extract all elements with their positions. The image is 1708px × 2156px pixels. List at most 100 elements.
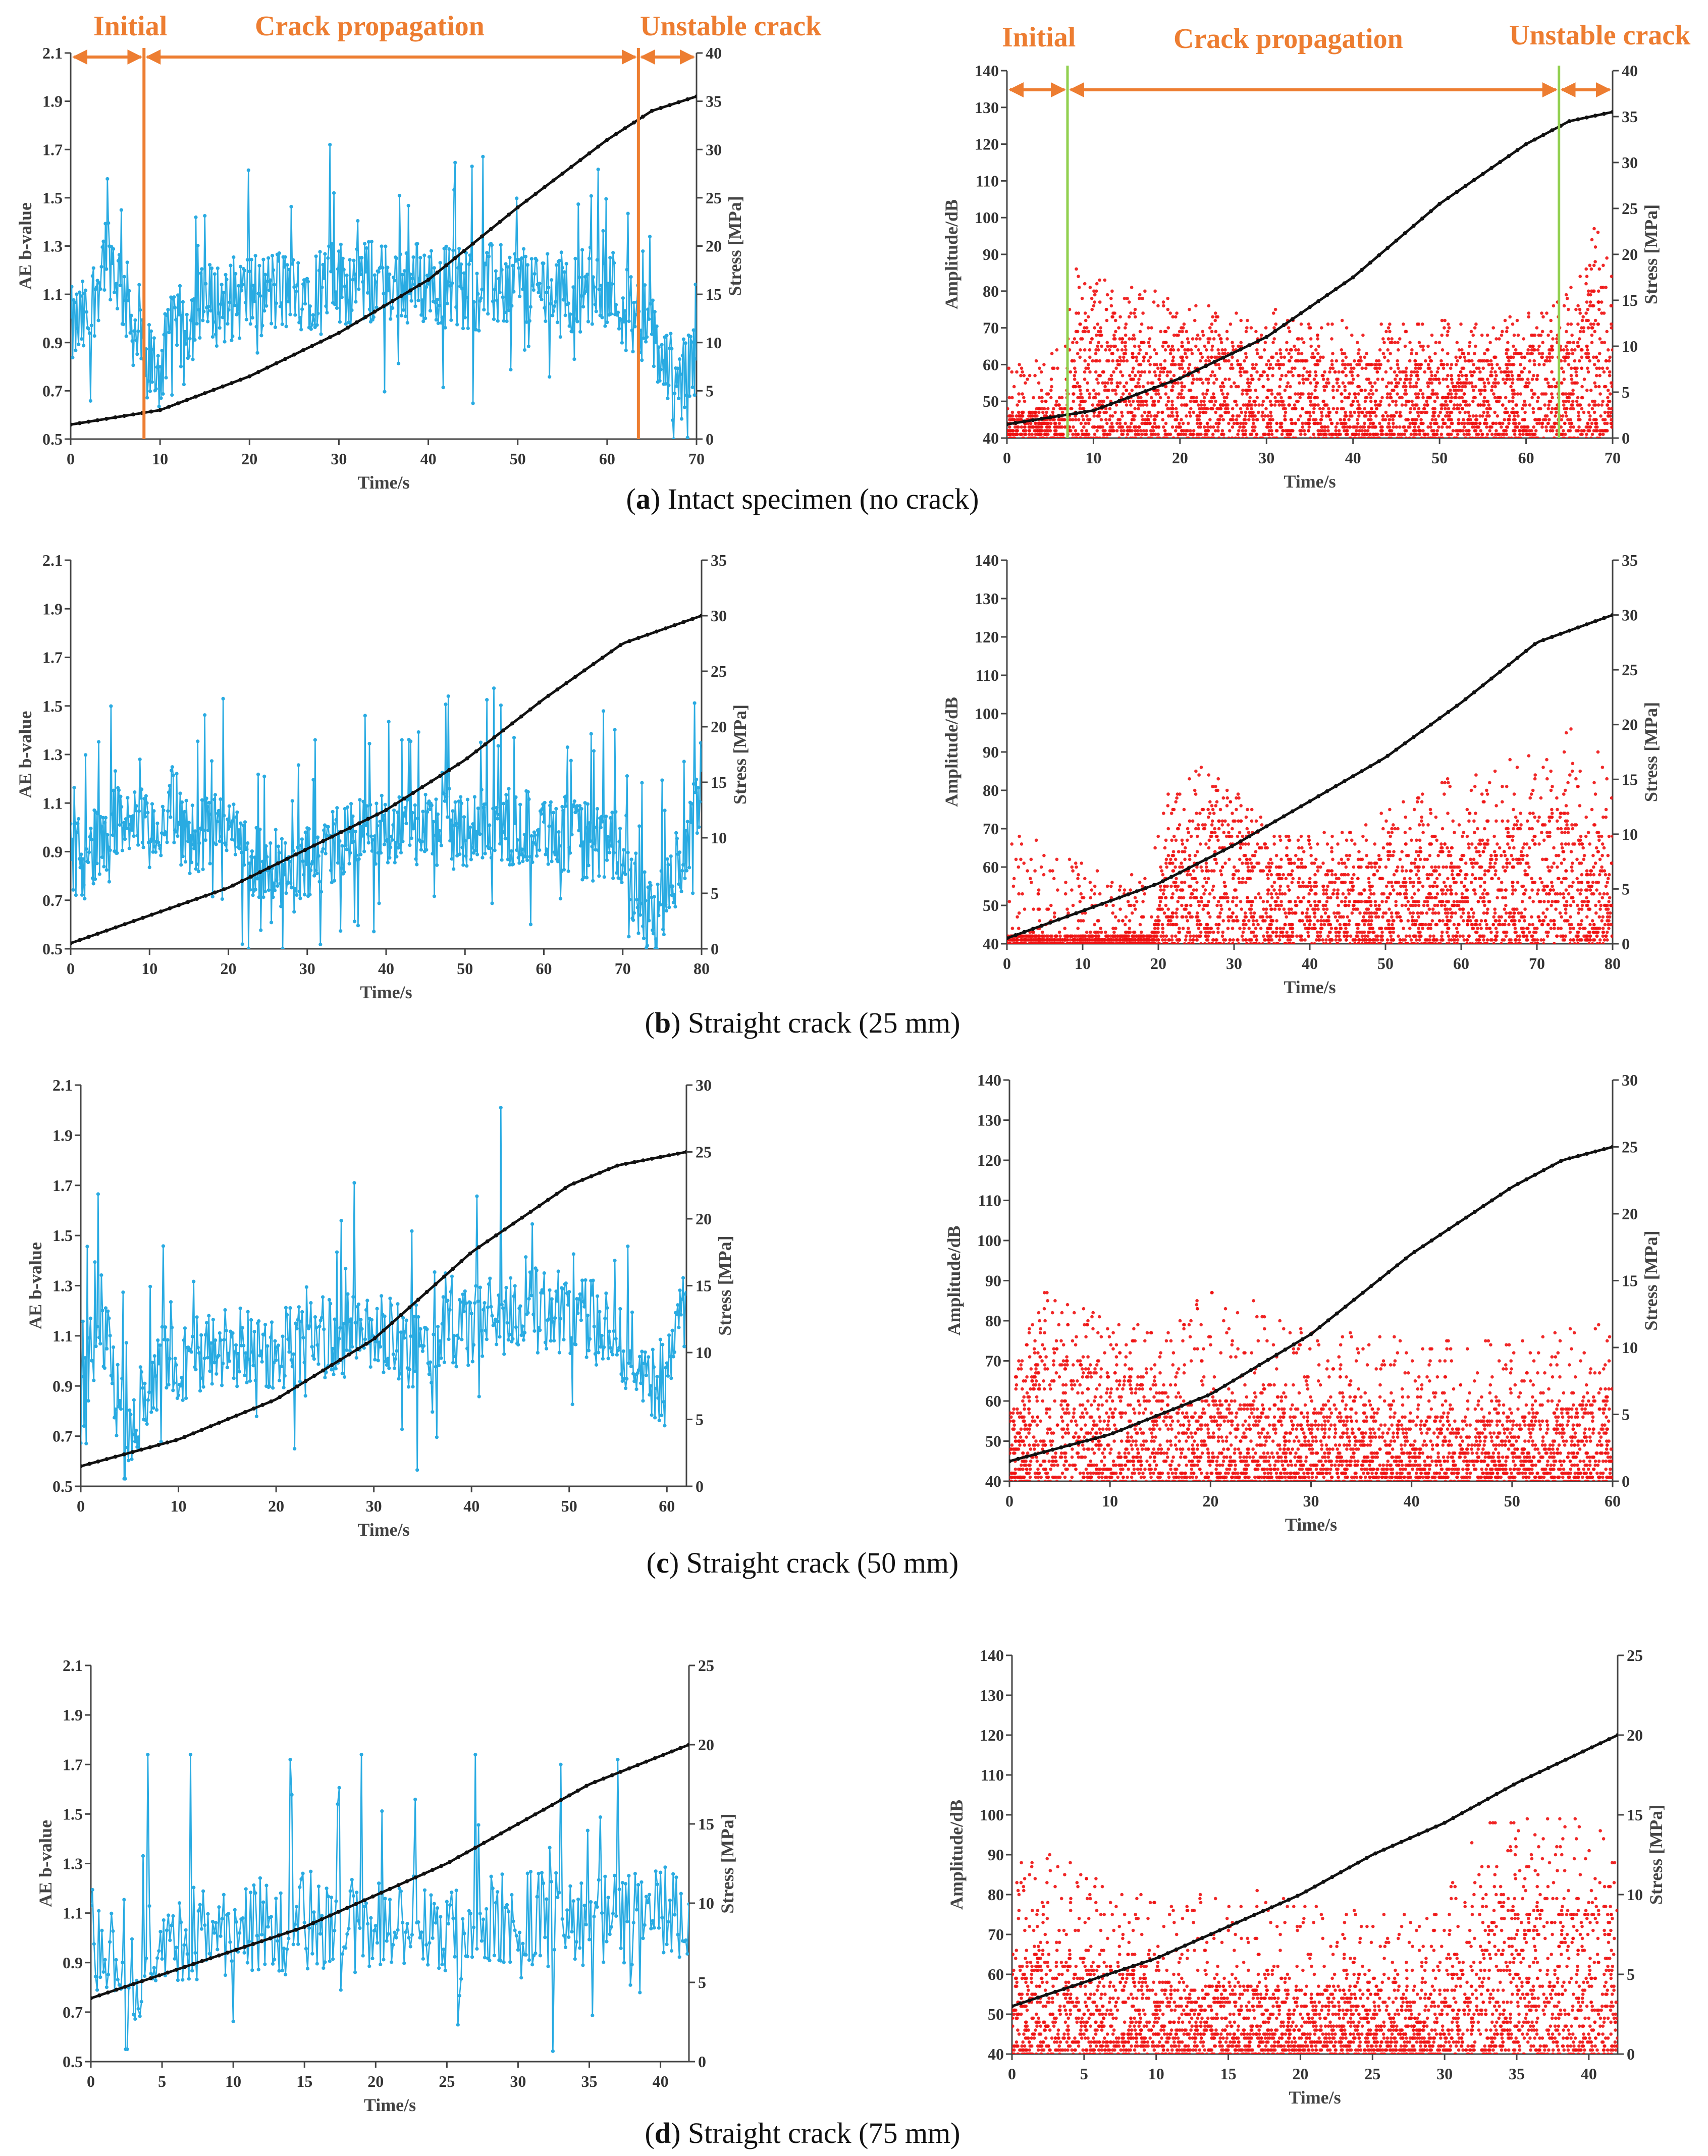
amplitude-point bbox=[1474, 344, 1477, 348]
bvalue-point bbox=[439, 321, 443, 325]
bvalue-point bbox=[461, 863, 465, 867]
amplitude-point bbox=[1548, 355, 1552, 359]
amplitude-point bbox=[1153, 348, 1156, 352]
bvalue-point bbox=[220, 834, 224, 838]
amplitude-point bbox=[1341, 359, 1345, 363]
amplitude-point bbox=[1321, 355, 1325, 359]
amplitude-point bbox=[1019, 433, 1023, 436]
amplitude-point bbox=[1563, 359, 1567, 363]
amplitude-point bbox=[1511, 381, 1514, 385]
amplitude-point bbox=[1115, 359, 1119, 363]
amplitude-point bbox=[1284, 410, 1288, 414]
amplitude-point bbox=[1437, 341, 1442, 344]
amplitude-point bbox=[1084, 366, 1088, 370]
bvalue-point bbox=[484, 262, 488, 266]
bvalue-point bbox=[456, 825, 460, 829]
bvalue-point bbox=[257, 895, 261, 899]
amplitude-point bbox=[1409, 378, 1412, 381]
amplitude-point bbox=[1162, 425, 1165, 429]
amplitude-point bbox=[1363, 407, 1366, 411]
bvalue-point bbox=[561, 298, 565, 302]
amplitude-point bbox=[1018, 363, 1021, 366]
amplitude-point bbox=[1078, 389, 1082, 392]
amplitude-point bbox=[1563, 421, 1567, 425]
stress-point bbox=[685, 97, 690, 101]
amplitude-point bbox=[1174, 407, 1178, 411]
bvalue-point bbox=[516, 855, 520, 860]
bvalue-point bbox=[369, 834, 373, 838]
amplitude-point bbox=[1241, 436, 1245, 438]
bvalue-point bbox=[350, 308, 354, 312]
amplitude-point bbox=[1143, 410, 1147, 414]
bvalue-point bbox=[416, 298, 420, 303]
bvalue-point bbox=[518, 294, 522, 298]
bvalue-point bbox=[485, 251, 489, 255]
amplitude-point bbox=[1426, 403, 1429, 407]
amplitude-point bbox=[1404, 373, 1408, 378]
amplitude-point bbox=[1086, 436, 1090, 438]
amplitude-point bbox=[1363, 429, 1367, 433]
bvalue-point bbox=[516, 257, 520, 261]
amplitude-point bbox=[1498, 366, 1502, 370]
bvalue-point bbox=[176, 293, 180, 297]
amplitude-point bbox=[1610, 385, 1613, 389]
amplitude-point bbox=[1468, 436, 1472, 438]
amplitude-point bbox=[1433, 433, 1436, 436]
amplitude-point bbox=[1454, 363, 1458, 366]
bvalue-point bbox=[553, 300, 558, 304]
bvalue-point bbox=[693, 283, 697, 287]
bvalue-point bbox=[375, 305, 379, 309]
stress-point bbox=[1007, 422, 1009, 426]
amplitude-point bbox=[1161, 300, 1165, 304]
bvalue-point bbox=[370, 849, 374, 853]
bvalue-point bbox=[253, 254, 257, 258]
amplitude-point bbox=[1401, 370, 1404, 374]
amplitude-point bbox=[1243, 414, 1247, 418]
amplitude-point bbox=[1547, 403, 1551, 407]
amplitude-point bbox=[1380, 378, 1384, 381]
amplitude-point bbox=[1178, 433, 1181, 436]
bvalue-point bbox=[420, 298, 424, 302]
amplitude-point bbox=[1405, 399, 1408, 403]
amplitude-point bbox=[1344, 355, 1348, 359]
bvalue-point bbox=[305, 277, 309, 281]
amplitude-point bbox=[1413, 370, 1416, 374]
amplitude-point bbox=[1041, 410, 1045, 414]
amplitude-point bbox=[1139, 429, 1143, 433]
amplitude-point bbox=[1377, 436, 1380, 438]
bvalue-point bbox=[240, 942, 244, 946]
amplitude-point bbox=[1130, 418, 1134, 421]
amplitude-point bbox=[1124, 341, 1127, 344]
amplitude-point bbox=[1104, 418, 1108, 421]
amplitude-point bbox=[1440, 333, 1444, 337]
bvalue-point bbox=[288, 859, 292, 864]
stress-point bbox=[471, 241, 475, 246]
bvalue-point bbox=[161, 804, 165, 808]
bvalue-point bbox=[606, 282, 610, 286]
amplitude-point bbox=[1150, 326, 1153, 330]
bvalue-point bbox=[279, 301, 283, 305]
amplitude-point bbox=[1076, 352, 1080, 355]
amplitude-point bbox=[1285, 385, 1289, 389]
amplitude-point bbox=[1214, 330, 1218, 334]
bvalue-point bbox=[424, 848, 429, 852]
amplitude-point bbox=[1498, 421, 1502, 425]
stress-point bbox=[1048, 415, 1052, 420]
amplitude-point bbox=[1386, 359, 1390, 363]
bvalue-point bbox=[232, 802, 236, 806]
amplitude-point bbox=[1095, 378, 1099, 381]
amplitude-point bbox=[1100, 344, 1103, 348]
amplitude-point bbox=[1365, 433, 1368, 436]
amplitude-point bbox=[1343, 414, 1347, 418]
bvalue-point bbox=[317, 880, 322, 884]
amplitude-point bbox=[1386, 381, 1391, 385]
amplitude-point bbox=[1325, 381, 1328, 385]
amplitude-point bbox=[1522, 429, 1525, 433]
stress-point bbox=[1256, 339, 1260, 343]
amplitude-point bbox=[1392, 421, 1395, 425]
stress-point bbox=[1541, 133, 1545, 137]
amplitude-point bbox=[1535, 326, 1539, 330]
stress-point bbox=[435, 271, 440, 275]
amplitude-point bbox=[1594, 418, 1598, 421]
amplitude-point bbox=[1512, 333, 1516, 337]
